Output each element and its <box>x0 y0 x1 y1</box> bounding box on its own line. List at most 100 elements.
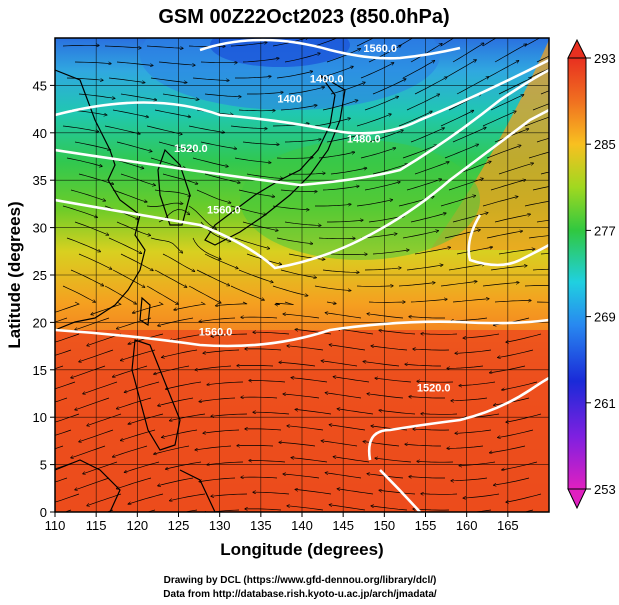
streamline <box>406 179 441 191</box>
streamline <box>482 283 519 287</box>
streamline <box>455 349 492 353</box>
streamline <box>241 397 278 398</box>
streamline <box>91 301 122 315</box>
contour-label: 1400.0 <box>310 74 344 86</box>
streamline <box>158 141 194 151</box>
streamline <box>247 92 283 95</box>
x-tick-label: 160 <box>456 518 478 533</box>
streamline <box>280 189 317 192</box>
streamline <box>117 477 152 489</box>
streamline <box>291 378 328 383</box>
streamline <box>379 330 416 335</box>
streamline <box>120 173 155 185</box>
streamline <box>237 445 274 446</box>
streamline <box>532 103 549 111</box>
streamline <box>406 265 443 271</box>
streamline <box>128 493 164 504</box>
streamline <box>116 61 153 66</box>
y-axis-ticks: 0 5 10 15 20 25 30 35 40 45 <box>33 78 55 520</box>
streamline <box>162 429 198 437</box>
streamline <box>276 158 313 159</box>
streamline <box>113 445 148 457</box>
streamline <box>275 301 294 305</box>
streamline <box>486 145 521 159</box>
streamline <box>356 200 392 207</box>
streamline <box>211 333 248 336</box>
x-tick-label: 125 <box>168 518 190 533</box>
streamline <box>283 394 320 399</box>
streamline <box>188 125 224 133</box>
streamline <box>288 173 325 174</box>
streamline <box>318 152 355 159</box>
streamline <box>70 189 105 201</box>
streamline <box>117 397 152 409</box>
contour-label: 1480.0 <box>347 133 381 145</box>
streamline <box>117 317 152 329</box>
streamline <box>536 301 549 303</box>
streamline <box>490 445 526 453</box>
y-axis-label: Latitude (degrees) <box>5 201 24 348</box>
streamline <box>322 100 358 111</box>
streamline <box>356 286 393 287</box>
streamline <box>104 45 141 48</box>
streamline <box>280 269 316 278</box>
x-tick-label: 165 <box>497 518 519 533</box>
streamline <box>253 492 290 495</box>
x-tick-label: 120 <box>126 518 148 533</box>
streamline <box>375 378 412 383</box>
streamline <box>55 333 80 343</box>
streamline <box>55 413 80 423</box>
streamline <box>330 254 367 255</box>
streamline <box>482 38 497 47</box>
streamline <box>170 413 206 421</box>
streamline <box>203 349 240 353</box>
streamline <box>398 111 432 127</box>
streamline <box>360 148 396 159</box>
streamline <box>326 302 336 304</box>
streamline <box>55 365 64 370</box>
streamline <box>295 409 332 415</box>
streamline <box>333 457 370 463</box>
streamline <box>375 458 412 463</box>
streamline <box>452 299 489 303</box>
streamline <box>276 71 312 79</box>
streamline <box>154 109 190 117</box>
streamline <box>234 237 269 249</box>
streamline <box>498 349 534 358</box>
streamline <box>75 397 110 410</box>
streamline <box>330 82 365 95</box>
streamline <box>71 445 106 458</box>
streamline <box>62 205 97 217</box>
streamline <box>421 334 458 335</box>
streamline <box>360 63 394 79</box>
streamline <box>414 247 450 255</box>
streamline <box>414 162 449 175</box>
streamline <box>192 77 229 81</box>
streamline <box>490 95 524 111</box>
streamline <box>524 38 541 47</box>
streamline <box>329 425 366 431</box>
streamline <box>170 493 206 501</box>
streamline <box>279 442 316 447</box>
streamline <box>440 38 455 47</box>
streamline <box>364 97 398 111</box>
colorbar-tick-label: 269 <box>594 310 616 325</box>
streamline <box>108 77 145 83</box>
streamline <box>506 493 542 502</box>
streamline <box>295 329 332 335</box>
streamline <box>330 168 367 175</box>
streamline <box>183 509 198 512</box>
streamline <box>329 505 366 511</box>
streamline <box>70 269 103 286</box>
contour-labels: 1400.0 1400 1480.0 1520.0 1560.0 1560.0 1520.0… <box>174 43 451 394</box>
streamline <box>104 285 136 304</box>
streamline <box>237 365 274 366</box>
streamline <box>506 413 542 422</box>
streamline <box>333 377 370 383</box>
streamline <box>125 461 160 472</box>
streamline <box>409 397 445 398</box>
colorbar-tick-label: 285 <box>594 137 616 152</box>
streamline <box>482 111 516 127</box>
x-axis-label: Longitude (degrees) <box>220 540 383 559</box>
streamline <box>405 444 441 447</box>
